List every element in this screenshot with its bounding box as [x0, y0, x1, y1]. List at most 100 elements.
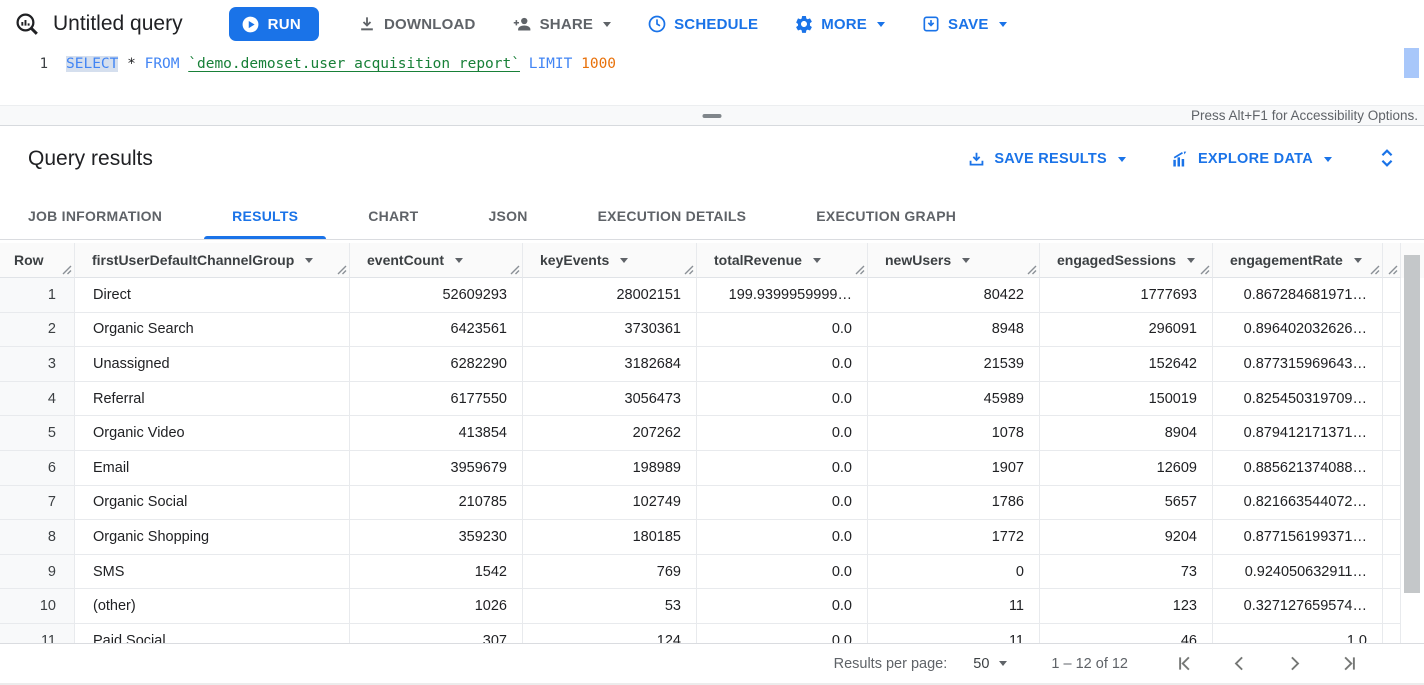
row-number-cell[interactable]: 3: [0, 347, 75, 382]
column-menu-caret-icon[interactable]: [813, 258, 821, 263]
tab-execution-graph[interactable]: EXECUTION GRAPH: [788, 192, 984, 239]
row-number-cell[interactable]: 4: [0, 382, 75, 417]
save-results-button[interactable]: SAVE RESULTS: [967, 150, 1126, 169]
last-page-button[interactable]: [1339, 653, 1360, 674]
table-cell[interactable]: 3959679: [350, 451, 523, 486]
tab-job-information[interactable]: JOB INFORMATION: [0, 192, 190, 239]
table-cell[interactable]: 307: [350, 624, 523, 643]
row-number-cell[interactable]: 11: [0, 624, 75, 643]
table-cell[interactable]: 207262: [523, 416, 697, 451]
column-header-Row[interactable]: Row: [0, 243, 75, 278]
table-cell[interactable]: 0.877315969643…: [1213, 347, 1383, 382]
table-cell[interactable]: 0.0: [697, 347, 868, 382]
table-cell[interactable]: 413854: [350, 416, 523, 451]
row-number-cell[interactable]: 9: [0, 555, 75, 590]
column-resize-handle-icon[interactable]: [62, 265, 72, 275]
table-cell[interactable]: 198989: [523, 451, 697, 486]
table-cell[interactable]: 52609293: [350, 278, 523, 313]
table-cell[interactable]: 5657: [1040, 486, 1213, 521]
table-cell[interactable]: 1907: [868, 451, 1040, 486]
table-cell[interactable]: 0.896402032626…: [1213, 313, 1383, 348]
row-number-cell[interactable]: 10: [0, 589, 75, 624]
table-cell[interactable]: Direct: [75, 278, 350, 313]
table-cell[interactable]: 6177550: [350, 382, 523, 417]
table-cell[interactable]: 53: [523, 589, 697, 624]
table-cell[interactable]: 0.0: [697, 486, 868, 521]
table-cell[interactable]: 3182684: [523, 347, 697, 382]
run-button[interactable]: RUN: [229, 7, 319, 41]
splitter-drag-handle[interactable]: [703, 114, 722, 118]
table-cell[interactable]: 296091: [1040, 313, 1213, 348]
page-size-select[interactable]: 50: [973, 656, 1007, 672]
row-number-cell[interactable]: 2: [0, 313, 75, 348]
table-cell[interactable]: Organic Search: [75, 313, 350, 348]
table-cell[interactable]: 0.924050632911…: [1213, 555, 1383, 590]
table-cell[interactable]: 6282290: [350, 347, 523, 382]
table-cell[interactable]: 0.885621374088…: [1213, 451, 1383, 486]
table-cell[interactable]: 152642: [1040, 347, 1213, 382]
row-number-cell[interactable]: 1: [0, 278, 75, 313]
table-cell[interactable]: Unassigned: [75, 347, 350, 382]
sql-editor[interactable]: 1 SELECT * FROM `demo.demoset.user_acqui…: [0, 48, 1424, 105]
table-cell[interactable]: 0: [868, 555, 1040, 590]
tab-execution-details[interactable]: EXECUTION DETAILS: [570, 192, 775, 239]
column-menu-caret-icon[interactable]: [1187, 258, 1195, 263]
column-resize-handle-icon[interactable]: [1027, 265, 1037, 275]
column-header-engagementRate[interactable]: engagementRate: [1213, 243, 1383, 278]
table-cell[interactable]: 1786: [868, 486, 1040, 521]
column-header-eventCount[interactable]: eventCount: [350, 243, 523, 278]
table-cell[interactable]: 0.821663544072…: [1213, 486, 1383, 521]
table-cell[interactable]: 0.0: [697, 555, 868, 590]
table-cell[interactable]: 28002151: [523, 278, 697, 313]
table-cell[interactable]: 123: [1040, 589, 1213, 624]
more-button[interactable]: MORE: [794, 14, 885, 34]
column-menu-caret-icon[interactable]: [620, 258, 628, 263]
column-menu-caret-icon[interactable]: [962, 258, 970, 263]
column-header-firstUserDefaultChannelGroup[interactable]: firstUserDefaultChannelGroup: [75, 243, 350, 278]
column-menu-caret-icon[interactable]: [455, 258, 463, 263]
next-page-button[interactable]: [1284, 653, 1305, 674]
table-cell[interactable]: 102749: [523, 486, 697, 521]
table-cell[interactable]: 3056473: [523, 382, 697, 417]
table-cell[interactable]: 8904: [1040, 416, 1213, 451]
table-vertical-scrollbar[interactable]: [1404, 255, 1420, 593]
table-cell[interactable]: 0.0: [697, 382, 868, 417]
column-resize-handle-icon[interactable]: [510, 265, 520, 275]
table-cell[interactable]: 11: [868, 624, 1040, 643]
tab-results[interactable]: RESULTS: [204, 192, 326, 239]
column-resize-handle-icon[interactable]: [1200, 265, 1210, 275]
table-cell[interactable]: Paid Social: [75, 624, 350, 643]
table-cell[interactable]: Organic Shopping: [75, 520, 350, 555]
sql-code[interactable]: SELECT * FROM `demo.demoset.user_acquisi…: [48, 56, 616, 72]
table-cell[interactable]: 0.0: [697, 520, 868, 555]
table-cell[interactable]: 0.877156199371…: [1213, 520, 1383, 555]
column-resize-handle-icon[interactable]: [1388, 265, 1398, 275]
column-header-engagedSessions[interactable]: engagedSessions: [1040, 243, 1213, 278]
row-number-cell[interactable]: 5: [0, 416, 75, 451]
column-resize-handle-icon[interactable]: [855, 265, 865, 275]
schedule-button[interactable]: SCHEDULE: [647, 14, 758, 34]
column-resize-handle-icon[interactable]: [1370, 265, 1380, 275]
table-cell[interactable]: 1.0: [1213, 624, 1383, 643]
table-cell[interactable]: 210785: [350, 486, 523, 521]
column-resize-handle-icon[interactable]: [337, 265, 347, 275]
share-button[interactable]: SHARE: [512, 14, 612, 35]
column-menu-caret-icon[interactable]: [305, 258, 313, 263]
row-number-cell[interactable]: 8: [0, 520, 75, 555]
table-cell[interactable]: 1777693: [1040, 278, 1213, 313]
table-cell[interactable]: 0.879412171371…: [1213, 416, 1383, 451]
row-number-cell[interactable]: 7: [0, 486, 75, 521]
table-cell[interactable]: 46: [1040, 624, 1213, 643]
save-button[interactable]: SAVE: [921, 14, 1007, 34]
table-cell[interactable]: 0.0: [697, 313, 868, 348]
expand-collapse-panel-button[interactable]: [1376, 145, 1398, 174]
table-cell[interactable]: Email: [75, 451, 350, 486]
table-cell[interactable]: 0.867284681971…: [1213, 278, 1383, 313]
column-menu-caret-icon[interactable]: [1354, 258, 1362, 263]
table-cell[interactable]: 21539: [868, 347, 1040, 382]
column-header-keyEvents[interactable]: keyEvents: [523, 243, 697, 278]
table-cell[interactable]: 769: [523, 555, 697, 590]
column-header-newUsers[interactable]: newUsers: [868, 243, 1040, 278]
table-cell[interactable]: Organic Social: [75, 486, 350, 521]
column-header-totalRevenue[interactable]: totalRevenue: [697, 243, 868, 278]
